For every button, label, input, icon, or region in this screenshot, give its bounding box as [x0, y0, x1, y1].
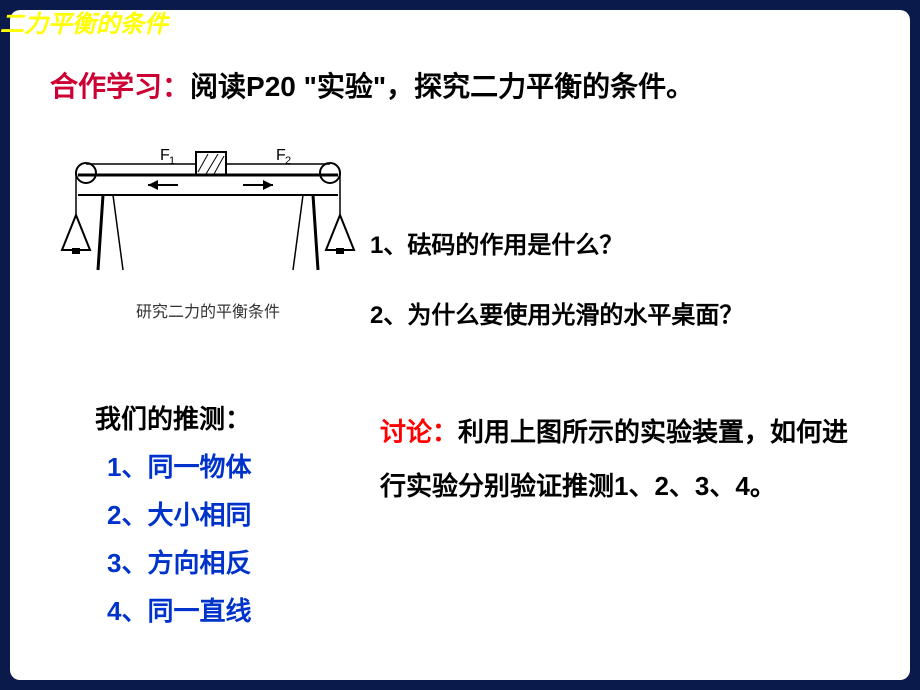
- hypothesis-item-3: 3、方向相反: [95, 539, 251, 587]
- experiment-diagram: F 1 F 2 研究二力的平衡条件: [58, 140, 358, 340]
- question-2: 2、为什么要使用光滑的水平桌面？: [370, 295, 743, 330]
- subtitle-label: 合作学习：: [50, 71, 190, 102]
- diagram-caption: 研究二力的平衡条件: [58, 298, 358, 322]
- svg-text:1: 1: [169, 155, 175, 167]
- hypothesis-item-4: 4、同一直线: [95, 587, 251, 635]
- page-header: 二力平衡的条件: [0, 4, 168, 39]
- slide-card: 合作学习：阅读P20 "实验"，探究二力平衡的条件。: [10, 10, 910, 680]
- discussion-label: 讨论：: [380, 417, 458, 447]
- hypothesis-block: 我们的推测： 1、同一物体 2、大小相同 3、方向相反 4、同一直线: [95, 395, 251, 635]
- subtitle-text: 阅读P20 "实验"，探究二力平衡的条件。: [190, 71, 694, 102]
- diagram-svg: F 1 F 2: [58, 140, 358, 310]
- hypothesis-item-2: 2、大小相同: [95, 491, 251, 539]
- discussion-block: 讨论：利用上图所示的实验装置，如何进行实验分别验证推测1、2、3、4。: [380, 405, 870, 513]
- question-1: 1、砝码的作用是什么？: [370, 225, 623, 260]
- hypothesis-title: 我们的推测：: [95, 395, 251, 443]
- hypothesis-item-1: 1、同一物体: [95, 443, 251, 491]
- svg-text:2: 2: [285, 155, 291, 167]
- subtitle: 合作学习：阅读P20 "实验"，探究二力平衡的条件。: [50, 65, 694, 105]
